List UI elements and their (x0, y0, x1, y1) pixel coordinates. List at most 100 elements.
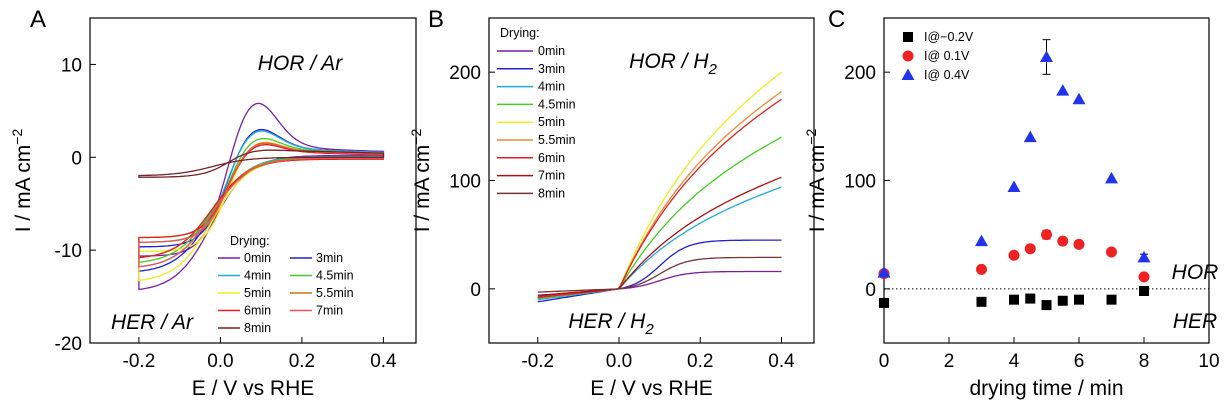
data-point-circle (1073, 238, 1085, 250)
y-tick-label: 0 (470, 280, 481, 301)
y-tick-label: -20 (55, 334, 82, 355)
x-tick-label: 0.0 (207, 351, 233, 372)
legend-marker (901, 68, 915, 80)
legend-entry: 7min (316, 304, 343, 318)
x-tick-label: 2 (944, 351, 955, 372)
panel-letter: C (828, 6, 845, 33)
x-axis-label: drying time / min (969, 377, 1123, 400)
data-point-triangle (975, 234, 988, 247)
x-tick-label: 0.2 (289, 351, 315, 372)
legend-entry: I@−0.2V (924, 30, 974, 44)
y-axis-label-text: I / mA cm (12, 145, 35, 233)
x-tick-label: 0 (879, 351, 890, 372)
x-tick-label: 8 (1139, 351, 1150, 372)
x-tick-label: -0.2 (521, 351, 554, 372)
x-tick-label: 0.2 (687, 351, 713, 372)
data-point-circle (976, 263, 987, 275)
data-point-square (976, 296, 987, 307)
y-axis-label-superscript: −2 (803, 129, 819, 145)
legend-entry: 8min (538, 186, 565, 200)
x-tick-label: 0.4 (768, 351, 795, 372)
data-point-triangle (877, 266, 891, 278)
y-axis-label-text: I / mA cm (806, 145, 829, 233)
plot-frame (89, 17, 417, 344)
y-axis-label-superscript: −2 (408, 129, 424, 145)
y-tick-label: 100 (449, 172, 481, 193)
x-axis-label: E / V vs RHE (192, 377, 315, 400)
y-tick-label: 0 (71, 148, 82, 169)
annotation-her-subscript: 2 (644, 321, 654, 338)
cv-curve-8min (138, 149, 385, 178)
annotation-hor: HOR / H2 (629, 50, 717, 78)
data-point-circle (1138, 271, 1150, 283)
y-axis-label-superscript: −2 (9, 129, 25, 145)
y-axis-label: I / mA cm−2 (408, 129, 434, 233)
annotation-hor: HOR (1172, 261, 1219, 284)
data-point-square (1025, 293, 1036, 304)
legend-entry: 4min (538, 80, 565, 94)
data-point-triangle (1072, 92, 1086, 105)
panel-a: A -0.2 0.0 0.2 0.4 -20 -10 0 10 E / V vs RHE I / m… (9, 6, 417, 400)
legend-entry: 0min (244, 251, 271, 265)
data-point-triangle (1137, 250, 1151, 263)
y-tick-label: 10 (61, 55, 82, 76)
legend-entry: 5min (244, 286, 271, 300)
legend-entry: 7min (538, 169, 565, 183)
y-axis-label: I / mA cm−2 (9, 129, 35, 233)
panel-letter: A (30, 6, 46, 33)
legend-entry: 6min (538, 151, 565, 165)
legend-entry: 3min (538, 62, 565, 76)
cv-curve-7min (138, 142, 385, 268)
y-tick-label: 200 (844, 63, 876, 84)
data-point-square (1074, 294, 1084, 305)
legend-marker (903, 32, 913, 42)
annotation-hor-subscript: 2 (708, 61, 718, 78)
legend-marker (902, 50, 914, 62)
data-point-circle (1041, 229, 1052, 241)
x-tick-label: -0.2 (123, 351, 156, 372)
x-tick-label: 10 (1198, 351, 1219, 372)
legend-title: Drying: (500, 26, 540, 40)
panel-b: B -0.2 0.0 0.2 0.4 0 100 200 E / V vs RHE I / mA … (408, 6, 815, 400)
legend-entry: 5min (538, 115, 565, 129)
legend-entry: 4.5min (538, 97, 576, 111)
legend-entry: 4min (244, 269, 271, 283)
annotation-her: HER / Ar (111, 311, 194, 334)
annotation-her: HER / H2 (568, 310, 654, 338)
data-point-triangle (1105, 171, 1118, 184)
data-point-square (1041, 300, 1052, 311)
data-point-triangle (1007, 180, 1021, 192)
legend-entry: 6min (244, 304, 271, 318)
data-point-triangle (1040, 50, 1053, 62)
y-tick-label: -10 (55, 241, 82, 262)
annotation-hor-text: HOR / H (629, 50, 709, 73)
legend-entry: 3min (316, 251, 343, 265)
data-point-triangle (1023, 130, 1037, 143)
legend-entry: I@ 0.1V (924, 49, 970, 63)
legend-entry: I@ 0.4V (924, 68, 970, 82)
x-tick-label: 0.0 (606, 351, 632, 372)
y-tick-label: 0 (865, 280, 876, 301)
x-tick-label: 0.4 (370, 351, 397, 372)
legend-entry: 5.5min (316, 286, 354, 300)
y-axis-label: I / mA cm−2 (803, 129, 829, 233)
legend-entry: 5.5min (538, 133, 576, 147)
lsv-curve-6min (537, 98, 782, 299)
data-point-square (1106, 294, 1117, 305)
data-point-triangle (1056, 84, 1070, 96)
data-point-square (1139, 286, 1149, 296)
data-point-circle (1057, 235, 1069, 247)
y-tick-label: 100 (844, 172, 876, 193)
legend-entry: 4.5min (316, 269, 354, 283)
y-tick-label: 200 (449, 63, 481, 84)
y-axis-label-text: I / mA cm (411, 145, 434, 233)
data-point-circle (1106, 246, 1117, 258)
legend-entry: 8min (244, 321, 271, 335)
annotation-hor: HOR / Ar (258, 52, 343, 75)
data-point-square (1009, 294, 1019, 305)
lsv-curve-8min (537, 256, 782, 293)
annotation-her: HER (1173, 310, 1217, 333)
lsv-curve-4min (537, 186, 782, 301)
